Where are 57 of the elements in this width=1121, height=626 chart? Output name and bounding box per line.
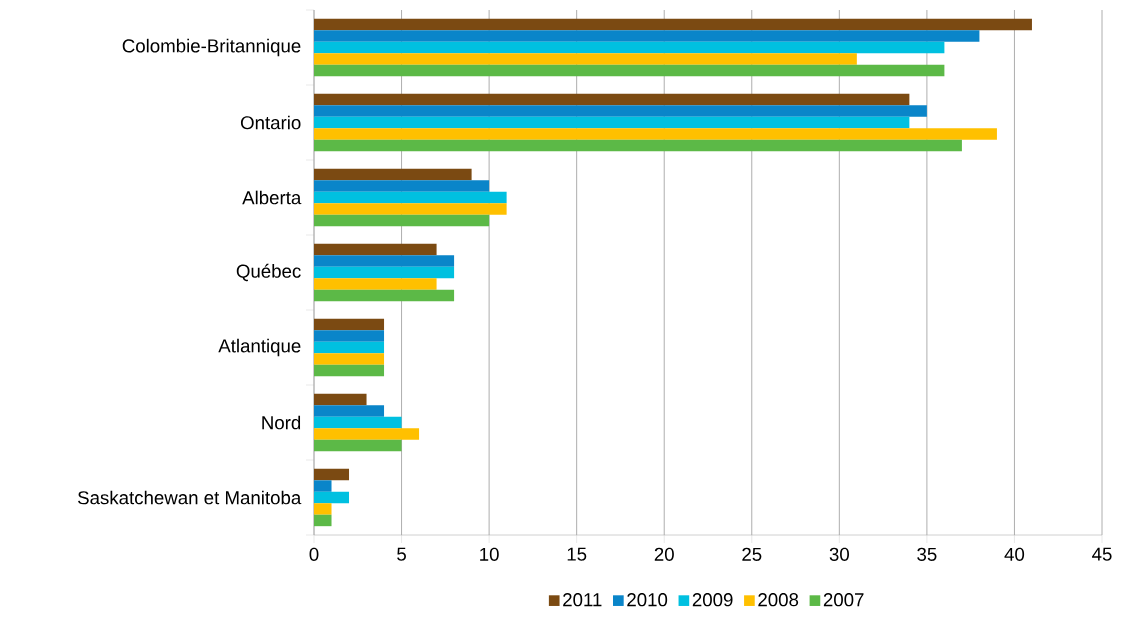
bar [314, 191, 507, 204]
bar [314, 341, 385, 354]
bar [314, 439, 402, 452]
bar [314, 330, 385, 342]
legend-label: 2007 [823, 593, 864, 607]
bar [314, 468, 350, 481]
bar [314, 428, 420, 440]
bar [314, 503, 332, 515]
bar [314, 105, 927, 117]
x-tick-label: 0 [309, 547, 319, 561]
y-tick-label: Saskatchewan et Manitoba [78, 490, 302, 505]
x-tick-label: 5 [397, 547, 406, 561]
bar [314, 243, 437, 256]
bar [314, 93, 910, 106]
bar [314, 514, 332, 527]
legend-label: 2010 [627, 593, 668, 607]
bar [314, 41, 945, 54]
x-tick-label: 30 [829, 547, 849, 561]
x-tick-label: 35 [917, 547, 937, 561]
bar [314, 405, 385, 417]
bar [314, 255, 455, 267]
y-tick-label: Ontario [240, 115, 301, 130]
legend-label: 2009 [692, 593, 733, 607]
bar [314, 116, 910, 129]
bar [314, 416, 402, 429]
bar [314, 214, 490, 227]
y-tick-label: Nord [262, 415, 301, 430]
bar [314, 139, 962, 152]
x-tick-label: 25 [742, 547, 762, 561]
bar [314, 318, 385, 331]
bar [314, 64, 945, 77]
x-tick-label: 45 [1092, 547, 1112, 561]
bar [314, 18, 1032, 31]
bar [314, 353, 385, 365]
bar [314, 203, 507, 215]
bar [314, 180, 490, 192]
bar [314, 393, 367, 406]
legend-label: 2011 [563, 593, 602, 607]
x-tick-label: 40 [1004, 547, 1025, 561]
bar [314, 30, 980, 42]
bar [314, 168, 472, 181]
x-tick-label: 20 [654, 547, 674, 561]
bar [314, 278, 437, 290]
y-tick-label: Alberta [242, 190, 302, 205]
bar [314, 289, 455, 302]
y-tick-label: Québec [236, 263, 301, 282]
legend-label: 2008 [758, 593, 799, 607]
bar [314, 128, 997, 140]
bar [314, 53, 857, 65]
bar [314, 491, 350, 504]
x-tick-label: 10 [480, 547, 499, 561]
y-tick-label: Colombie-Britannique [122, 38, 301, 57]
bar [314, 480, 332, 492]
y-tick-label: Atlantique [218, 338, 301, 357]
bar [314, 266, 455, 279]
x-tick-label: 15 [567, 547, 587, 561]
bar [314, 364, 385, 377]
